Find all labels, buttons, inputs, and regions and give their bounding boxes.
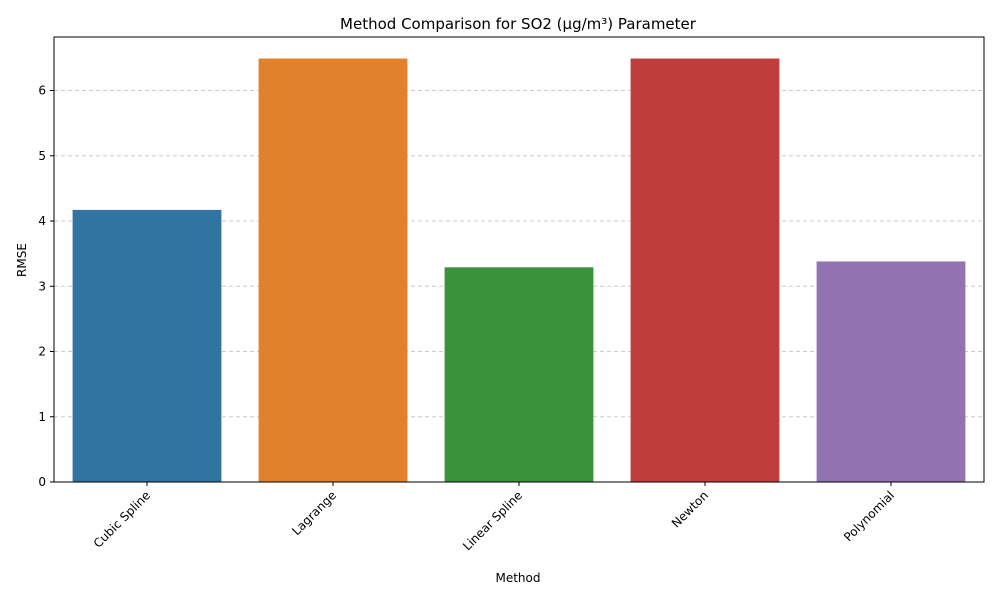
y-tick-label: 3 [38, 279, 46, 293]
x-tick-label: Lagrange [289, 488, 339, 538]
x-tick-label: Newton [669, 488, 711, 530]
x-axis-ticks: Cubic Spline Lagrange Linear Spline Newton P… [91, 482, 897, 553]
bar-linear-spline [444, 267, 594, 482]
y-axis-label: RMSE [15, 243, 29, 277]
x-tick-label: Linear Spline [460, 488, 525, 553]
y-tick-label: 6 [38, 84, 46, 98]
bar-lagrange [258, 58, 408, 482]
y-tick-label: 5 [38, 149, 46, 163]
y-axis-ticks: 0 1 2 3 4 5 6 [38, 84, 54, 489]
bar-cubic-spline [72, 209, 222, 482]
bars [72, 58, 966, 482]
y-tick-label: 1 [38, 410, 46, 424]
x-tick-label: Polynomial [841, 488, 897, 544]
y-tick-label: 0 [38, 475, 46, 489]
chart-title: Method Comparison for SO2 (µg/m³) Parame… [340, 15, 697, 33]
y-tick-label: 4 [38, 214, 46, 228]
x-tick-label: Cubic Spline [91, 488, 153, 550]
x-axis-label: Method [495, 571, 540, 585]
bar-polynomial [816, 261, 966, 482]
bar-newton [630, 58, 780, 482]
y-tick-label: 2 [38, 345, 46, 359]
